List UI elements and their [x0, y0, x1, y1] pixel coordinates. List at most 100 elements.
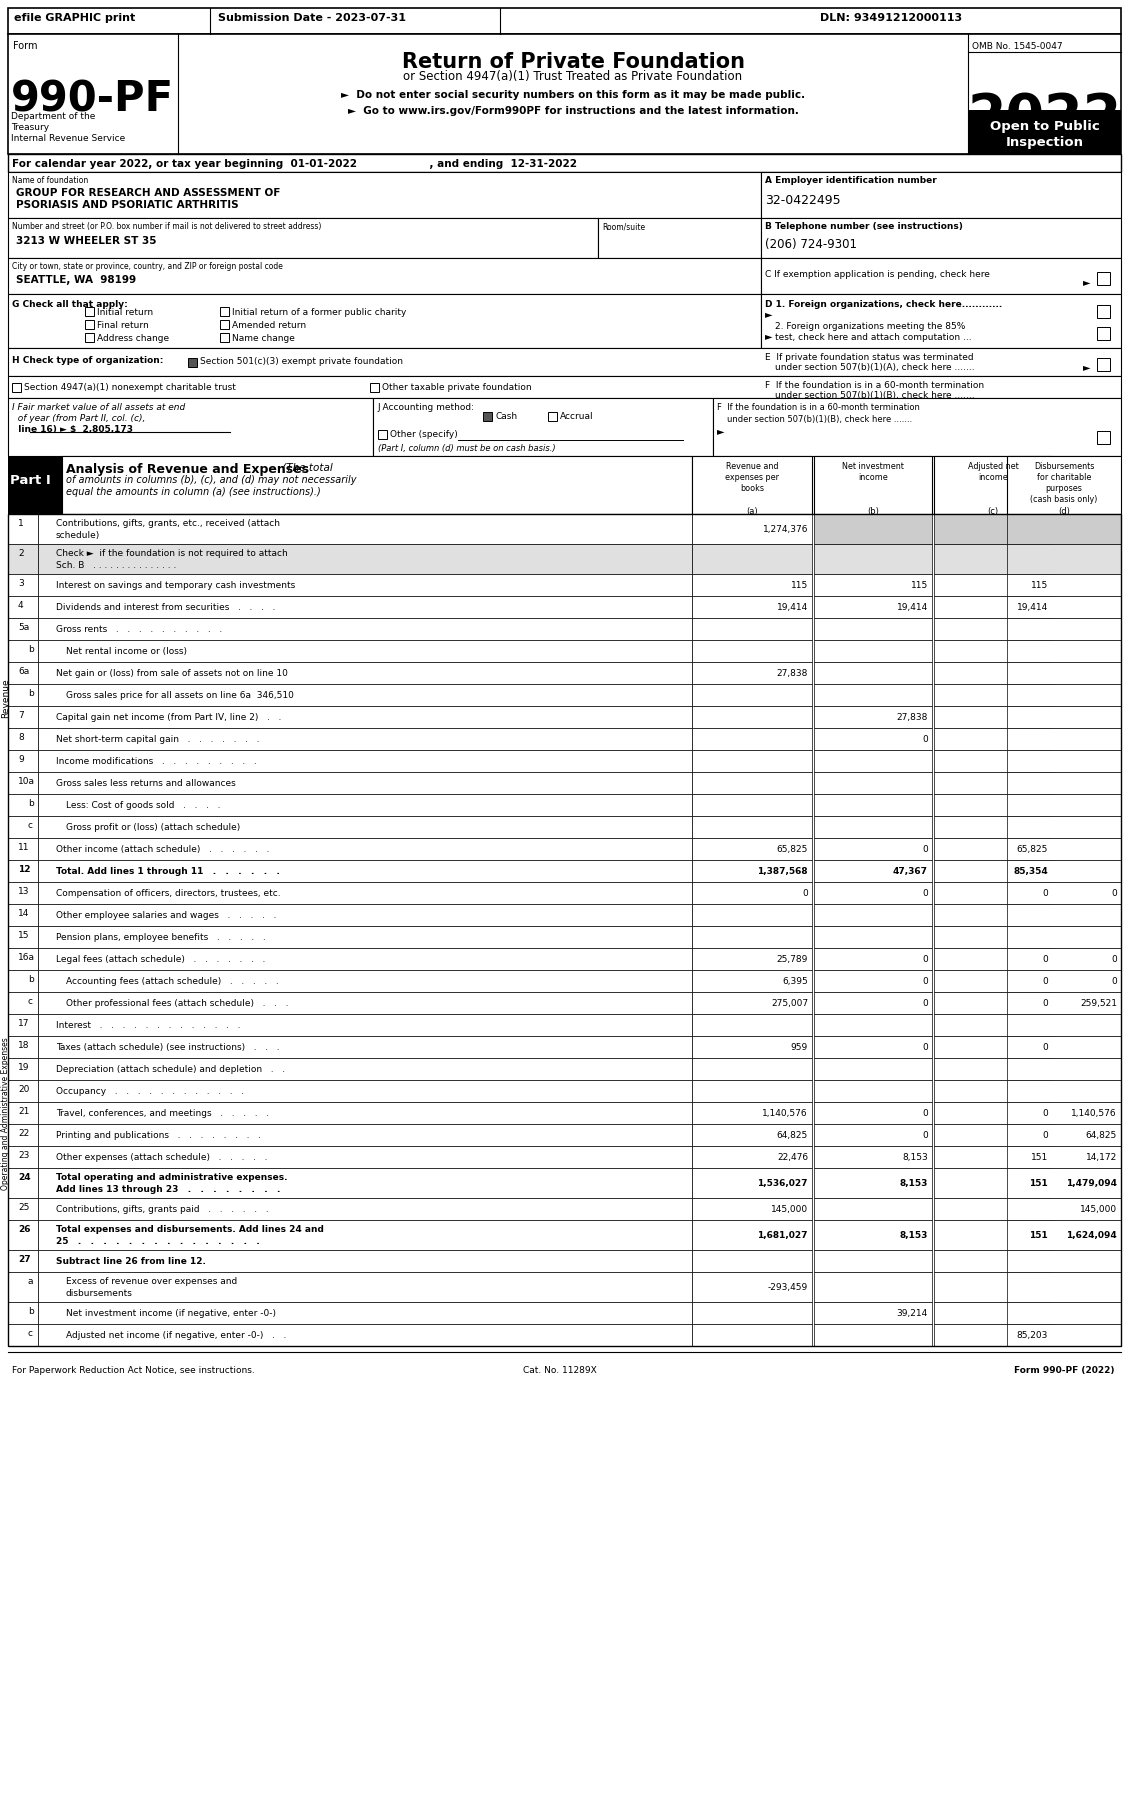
Bar	[934, 816, 1052, 838]
Bar	[378, 430, 387, 439]
Text: Adjusted net: Adjusted net	[968, 462, 1018, 471]
Text: 12: 12	[18, 865, 30, 874]
Bar	[814, 926, 933, 948]
Bar	[934, 883, 1052, 904]
Text: (a): (a)	[746, 507, 758, 516]
Text: SEATTLE, WA  98199: SEATTLE, WA 98199	[16, 275, 137, 286]
Text: 14: 14	[18, 910, 29, 919]
Bar	[1007, 1081, 1121, 1102]
Text: Form 990-PF (2022): Form 990-PF (2022)	[1015, 1366, 1115, 1375]
Text: 0: 0	[1042, 976, 1048, 985]
Bar	[38, 904, 692, 926]
Text: or Section 4947(a)(1) Trust Treated as Private Foundation: or Section 4947(a)(1) Trust Treated as P…	[403, 70, 743, 83]
Bar	[934, 1124, 1052, 1145]
Text: Initial return of a former public charity: Initial return of a former public charit…	[231, 307, 406, 316]
Text: Income modifications   .   .   .   .   .   .   .   .   .: Income modifications . . . . . . . . .	[56, 757, 256, 766]
Bar	[8, 457, 62, 514]
Text: (206) 724-9301: (206) 724-9301	[765, 237, 857, 252]
Text: 0: 0	[1042, 1131, 1048, 1140]
Text: 6a: 6a	[18, 667, 29, 676]
Bar	[934, 795, 1052, 816]
Text: I Fair market value of all assets at end: I Fair market value of all assets at end	[12, 403, 185, 412]
Text: 24: 24	[18, 1172, 30, 1181]
Text: Sch. B   . . . . . . . . . . . . . . .: Sch. B . . . . . . . . . . . . . . .	[56, 561, 176, 570]
Bar	[8, 1271, 38, 1302]
Bar	[934, 514, 1052, 545]
Text: 259,521: 259,521	[1080, 1000, 1117, 1009]
Bar	[38, 662, 692, 683]
Bar	[8, 1169, 38, 1197]
Text: 19,414: 19,414	[896, 602, 928, 611]
Bar	[934, 1197, 1052, 1221]
Bar	[38, 514, 692, 545]
Text: Less: Cost of goods sold   .   .   .   .: Less: Cost of goods sold . . . .	[65, 800, 220, 811]
Text: 1: 1	[18, 520, 24, 529]
Text: Name of foundation: Name of foundation	[12, 176, 88, 185]
Text: 2. Foreign organizations meeting the 85%: 2. Foreign organizations meeting the 85%	[774, 322, 965, 331]
Bar	[8, 397, 373, 457]
Text: 1,536,027: 1,536,027	[758, 1179, 808, 1188]
Bar	[1007, 1036, 1121, 1057]
Bar	[8, 295, 761, 349]
Text: 2: 2	[18, 548, 24, 557]
Bar	[38, 883, 692, 904]
Bar	[370, 383, 379, 392]
Text: 0: 0	[1042, 955, 1048, 964]
Bar	[38, 640, 692, 662]
Text: 85,354: 85,354	[1013, 867, 1048, 876]
Text: 7: 7	[18, 710, 24, 719]
Bar	[692, 1250, 812, 1271]
Bar	[1007, 1323, 1121, 1347]
Bar	[814, 969, 933, 992]
Bar	[814, 457, 933, 514]
Text: 0: 0	[922, 976, 928, 985]
Text: 3: 3	[18, 579, 24, 588]
Bar	[814, 662, 933, 683]
Text: 25   .   .   .   .   .   .   .   .   .   .   .   .   .   .   .: 25 . . . . . . . . . . . . . . .	[56, 1237, 260, 1246]
Text: ►: ►	[765, 331, 772, 342]
Bar	[934, 662, 1052, 683]
Bar	[692, 728, 812, 750]
Bar	[1007, 1124, 1121, 1145]
Bar	[38, 1081, 692, 1102]
Text: 6,395: 6,395	[782, 976, 808, 985]
Bar	[38, 619, 692, 640]
Bar	[8, 574, 38, 595]
Bar	[934, 904, 1052, 926]
Bar	[38, 859, 692, 883]
Bar	[8, 859, 38, 883]
Text: (c): (c)	[988, 507, 998, 516]
Bar	[934, 1102, 1052, 1124]
Bar	[814, 1169, 933, 1197]
Text: 25: 25	[18, 1203, 29, 1212]
Text: F  If the foundation is in a 60-month termination: F If the foundation is in a 60-month ter…	[717, 403, 920, 412]
Text: under section 507(b)(1)(A), check here .......: under section 507(b)(1)(A), check here .…	[774, 363, 974, 372]
Text: a: a	[28, 1277, 34, 1286]
Text: 11: 11	[18, 843, 29, 852]
Bar	[714, 397, 1121, 457]
Bar	[1007, 1197, 1121, 1221]
Text: 10a: 10a	[18, 777, 35, 786]
Text: Cash: Cash	[495, 412, 517, 421]
Bar	[8, 816, 38, 838]
Text: 0: 0	[1042, 888, 1048, 897]
Bar	[692, 1169, 812, 1197]
Text: 27: 27	[18, 1255, 30, 1264]
Bar	[692, 1102, 812, 1124]
Bar	[934, 683, 1052, 707]
Bar	[8, 1081, 38, 1102]
Text: equal the amounts in column (a) (see instructions).): equal the amounts in column (a) (see ins…	[65, 487, 321, 496]
Bar	[8, 7, 1121, 34]
Bar	[38, 1124, 692, 1145]
Text: b: b	[28, 1307, 34, 1316]
Bar	[934, 926, 1052, 948]
Bar	[692, 1221, 812, 1250]
Bar	[38, 1302, 692, 1323]
Text: 8,153: 8,153	[900, 1232, 928, 1241]
Text: income: income	[858, 473, 887, 482]
Bar	[8, 545, 38, 574]
Text: ►: ►	[1083, 277, 1091, 288]
Bar	[1007, 859, 1121, 883]
Bar	[8, 1302, 38, 1323]
Bar	[1007, 1221, 1121, 1250]
